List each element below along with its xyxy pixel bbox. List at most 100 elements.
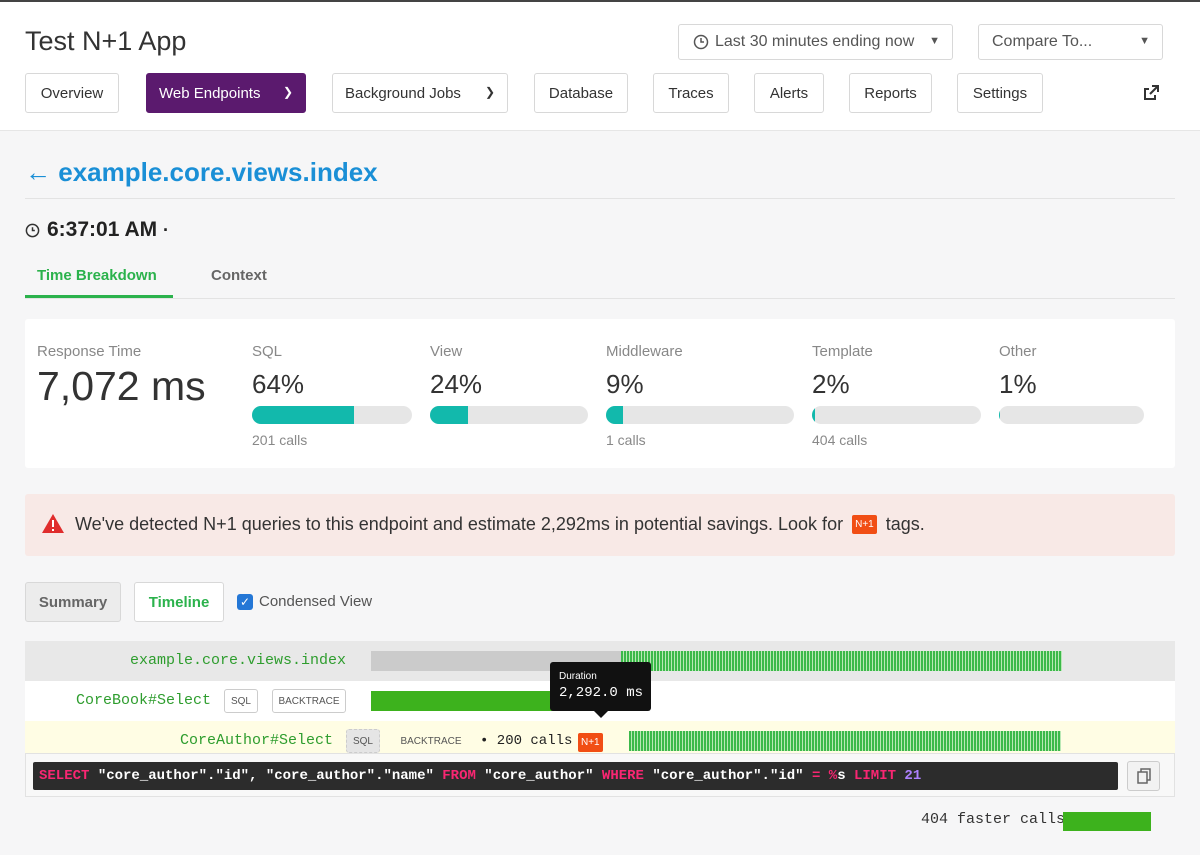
- metric-sql-bar: [252, 406, 412, 424]
- tab-timeline[interactable]: Timeline: [134, 582, 224, 622]
- metric-template-bar-fill: [812, 406, 816, 424]
- tab-time-breakdown[interactable]: Time Breakdown: [37, 267, 157, 284]
- sql-token: [820, 768, 828, 784]
- nav-overview-label: Overview: [40, 84, 104, 102]
- copy-icon: [1136, 768, 1151, 784]
- app-header: Test N+1 App Last 30 minutes ending now …: [0, 0, 1200, 131]
- timeline-row-name: CoreAuthor#Select: [179, 732, 333, 749]
- metric-middleware-label: Middleware: [606, 343, 683, 360]
- app-title: Test N+1 App: [25, 26, 187, 56]
- metric-other-bar: [999, 406, 1144, 424]
- nav-database[interactable]: Database: [534, 73, 628, 113]
- sql-query-panel: SELECT "core_author"."id", "core_author"…: [25, 753, 1175, 797]
- timeline-row-name: example.core.views.index: [129, 652, 346, 669]
- backtrace-button[interactable]: BACKTRACE: [272, 689, 346, 713]
- duration-tooltip: Duration 2,292.0 ms: [550, 662, 651, 711]
- nav-database-label: Database: [548, 84, 614, 102]
- back-arrow-icon: ←: [25, 157, 51, 187]
- divider: [25, 298, 1175, 299]
- nav-background-jobs[interactable]: Background Jobs ❯: [332, 73, 508, 113]
- nav-traces[interactable]: Traces: [653, 73, 729, 113]
- copy-button[interactable]: [1127, 761, 1160, 791]
- tooltip-value: 2,292.0 ms: [559, 685, 644, 701]
- nav-reports-label: Reports: [864, 84, 917, 102]
- sql-token-kw: SELECT: [39, 768, 90, 784]
- alert-message: We've detected N+1 queries to this endpo…: [75, 514, 925, 535]
- condensed-view-label: Condensed View: [259, 593, 373, 610]
- timeline-bar-calls: [629, 731, 1061, 751]
- timeline-row-name: CoreBook#Select: [75, 692, 211, 709]
- n1-tag-badge: N+1: [578, 733, 603, 752]
- nav-settings-label: Settings: [972, 84, 1028, 102]
- nav-alerts[interactable]: Alerts: [754, 73, 824, 113]
- faster-calls-bar: [1063, 812, 1151, 831]
- tab-summary[interactable]: Summary: [25, 582, 121, 622]
- metric-view-label: View: [430, 343, 463, 360]
- metric-middleware-bar: [606, 406, 794, 424]
- time-breakdown-card: Response Time 7,072 ms SQL 64% 201 calls…: [25, 319, 1175, 468]
- sql-token-kw: WHERE: [601, 768, 644, 784]
- sql-button[interactable]: SQL: [346, 729, 380, 753]
- sql-token: s: [837, 768, 854, 784]
- chevron-down-icon: ❯: [282, 85, 293, 99]
- clock-icon: [693, 34, 709, 50]
- sql-token-kw: FROM: [442, 768, 476, 784]
- timeline-row-endpoint[interactable]: example.core.views.index: [25, 641, 1175, 681]
- share-icon[interactable]: [1141, 83, 1161, 103]
- backtrace-button[interactable]: BACKTRACE: [400, 735, 462, 747]
- sql-token-kw: =: [811, 768, 821, 784]
- endpoint-back-link[interactable]: ← example.core.views.index: [25, 157, 378, 188]
- compare-to-label: Compare To...: [992, 33, 1093, 50]
- metric-template-value: 2%: [812, 369, 850, 399]
- nav-background-jobs-label: Background Jobs: [345, 84, 461, 102]
- metric-sql-bar-fill: [252, 406, 355, 424]
- nav-overview[interactable]: Overview: [25, 73, 119, 113]
- metric-view-bar-fill: [430, 406, 468, 424]
- sql-button[interactable]: SQL: [224, 689, 258, 713]
- sql-token-kw: LIMIT: [854, 768, 897, 784]
- tooltip-title: Duration: [559, 671, 597, 682]
- metric-view-value: 24%: [430, 369, 483, 399]
- sql-token: "core_author": [475, 768, 602, 784]
- nav-alerts-label: Alerts: [769, 84, 809, 102]
- response-time-label: Response Time: [37, 343, 142, 360]
- divider: [25, 198, 1175, 199]
- tab-context[interactable]: Context: [211, 267, 267, 284]
- time-range-select[interactable]: Last 30 minutes ending now ▼: [678, 24, 953, 60]
- metric-middleware-bar-fill: [606, 406, 623, 424]
- tooltip-arrow: [593, 710, 609, 718]
- sql-token: "core_author"."id": [643, 768, 812, 784]
- metric-sql-value: 64%: [252, 369, 305, 399]
- alert-text-end: tags.: [885, 514, 925, 534]
- timestamp-separator: ·: [162, 220, 169, 240]
- timeline-bar-calls: [621, 651, 1062, 671]
- sql-query-code: SELECT "core_author"."id", "core_author"…: [33, 762, 1118, 790]
- metric-template-bar: [812, 406, 981, 424]
- clock-icon: [25, 223, 40, 238]
- check-icon: ✓: [239, 595, 251, 609]
- timestamp-value: 6:37:01 AM: [47, 218, 158, 241]
- nav-web-endpoints-label: Web Endpoints: [159, 84, 261, 102]
- warning-icon: [42, 514, 64, 533]
- sql-token: "core_author"."id", "core_author"."name": [89, 768, 443, 784]
- nav-web-endpoints[interactable]: Web Endpoints ❯: [146, 73, 306, 113]
- metric-sql-label: SQL: [252, 343, 283, 360]
- metric-sql-calls: 201 calls: [252, 432, 308, 448]
- time-range-label: Last 30 minutes ending now: [715, 33, 915, 50]
- n1-tag-badge: N+1: [852, 515, 877, 534]
- nav-reports[interactable]: Reports: [849, 73, 932, 113]
- response-time-value: 7,072 ms: [37, 363, 206, 409]
- metric-view-bar: [430, 406, 588, 424]
- nav-settings[interactable]: Settings: [957, 73, 1043, 113]
- metric-other-bar-fill: [999, 406, 1001, 424]
- metric-other-label: Other: [999, 343, 1037, 360]
- sql-token-kw: %: [828, 768, 838, 784]
- alert-text-main: We've detected N+1 queries to this endpo…: [75, 514, 844, 534]
- compare-to-select[interactable]: Compare To... ▼: [978, 24, 1163, 60]
- n-plus-one-alert: We've detected N+1 queries to this endpo…: [25, 494, 1175, 556]
- chevron-down-icon: ❯: [484, 85, 495, 99]
- metric-template-label: Template: [812, 343, 873, 360]
- trace-timestamp: 6:37:01 AM ·: [47, 218, 169, 242]
- call-count: • 200 calls: [480, 733, 573, 749]
- condensed-view-checkbox[interactable]: ✓: [237, 594, 253, 610]
